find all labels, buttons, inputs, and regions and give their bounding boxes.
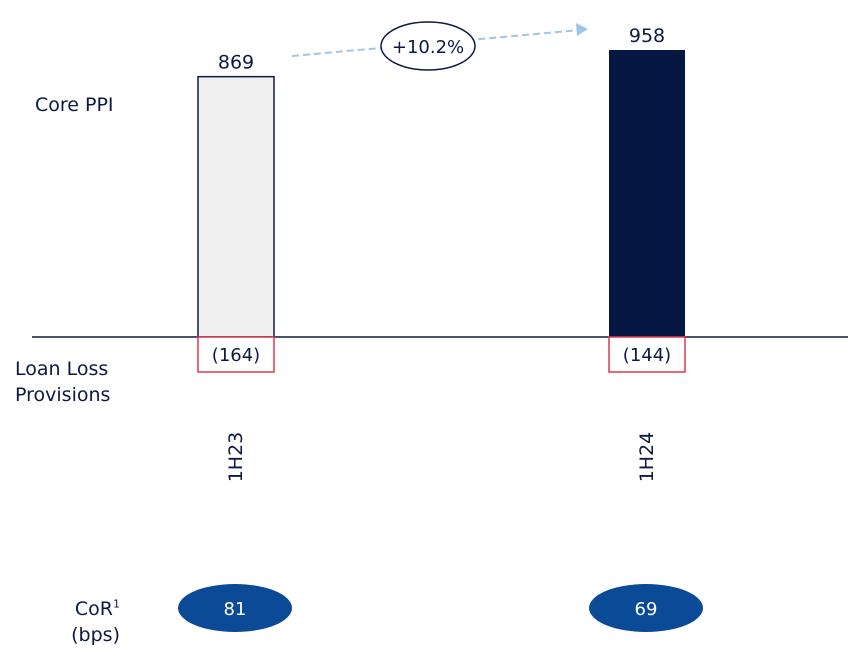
loan-loss-row-label: Loan Loss Provisions (15, 356, 110, 408)
cor-ellipse-1h23 (178, 584, 292, 632)
cor-label-line1: CoR1 (40, 596, 120, 622)
core-ppi-value-1h23: 869 (218, 52, 254, 74)
loan-loss-label-line1: Loan Loss (15, 358, 109, 380)
bars-layer: 869 958 (197, 25, 685, 338)
growth-arrow-head (576, 23, 588, 36)
cor-unit-label: (bps) (71, 624, 120, 646)
cor-row-label: CoR1 (bps) (40, 596, 120, 648)
cor-footnote-marker: 1 (113, 597, 120, 611)
growth-annotation-ellipse (380, 21, 476, 71)
provision-value-1h24: (144) (623, 345, 671, 366)
cor-layer: 81 69 (178, 584, 703, 632)
cor-value-1h24: 69 (635, 599, 658, 620)
category-labels-layer: 1H23 1H24 (225, 432, 658, 483)
cor-ellipse-1h24 (589, 584, 703, 632)
provision-box-1h23 (197, 336, 275, 373)
cor-label: CoR (74, 598, 113, 620)
core-ppi-bar-1h23 (197, 75, 275, 338)
growth-annotation-label: +10.2% (392, 37, 464, 58)
growth-arrow-layer: +10.2% (291, 21, 588, 71)
category-label-1h24: 1H24 (636, 432, 658, 483)
provision-box-1h24 (608, 336, 686, 373)
cor-value-1h23: 81 (224, 599, 247, 620)
provision-value-1h23: (164) (212, 345, 260, 366)
core-ppi-row-label: Core PPI (35, 92, 114, 118)
category-label-1h23: 1H23 (225, 432, 247, 483)
loan-loss-label-line2: Provisions (15, 384, 111, 406)
provisions-layer: (164) (144) (197, 336, 686, 373)
core-ppi-label: Core PPI (35, 94, 114, 116)
core-ppi-value-1h24: 958 (629, 25, 665, 47)
core-ppi-bar-1h24 (609, 50, 685, 337)
